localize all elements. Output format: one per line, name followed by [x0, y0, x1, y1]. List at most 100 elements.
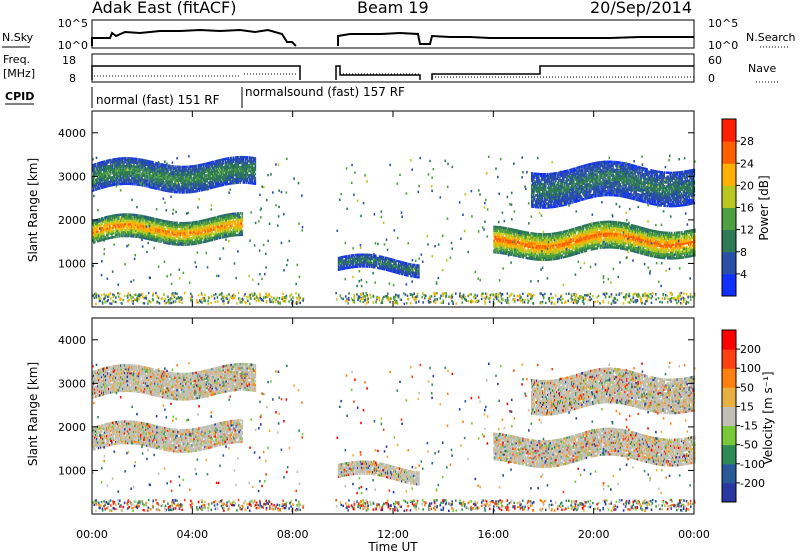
- power-cell: [220, 166, 223, 169]
- power-cell: [122, 234, 124, 238]
- power-cell: [514, 228, 517, 232]
- power-cell: [139, 168, 141, 171]
- power-cell: [159, 228, 161, 232]
- power-cell: [118, 159, 120, 162]
- power-cell: [155, 227, 157, 231]
- power-cell: [140, 236, 142, 239]
- power-cell: [174, 179, 176, 182]
- power-cell: [194, 184, 196, 187]
- power-cell: [543, 244, 546, 248]
- power-cell: [202, 188, 204, 192]
- power-cell: [148, 230, 150, 233]
- power-cell: [226, 231, 229, 234]
- power-cell: [210, 231, 212, 234]
- power-cell: [213, 236, 216, 239]
- power-cell: [130, 235, 132, 238]
- power-cell: [219, 162, 222, 166]
- power-cell: [360, 257, 363, 260]
- power-cell: [125, 219, 127, 222]
- power-cell: [140, 226, 142, 229]
- power-cell: [143, 223, 145, 226]
- power-cell: [220, 220, 223, 224]
- power-cell: [493, 231, 495, 234]
- power-cell: [189, 165, 191, 168]
- power-cell: [244, 157, 247, 161]
- power-cell: [222, 216, 225, 219]
- power-cell: [192, 223, 194, 226]
- power-cell: [146, 237, 148, 240]
- power-cell: [130, 174, 132, 178]
- power-cell: [151, 186, 153, 189]
- power-cell: [96, 232, 98, 235]
- power-cell: [214, 218, 217, 221]
- power-cell: [160, 240, 162, 244]
- power-cell: [510, 233, 512, 237]
- power-cell: [219, 234, 222, 238]
- power-cell: [122, 180, 124, 184]
- power-cell: [367, 253, 370, 257]
- power-cell: [204, 222, 206, 226]
- power-cell: [187, 243, 189, 246]
- power-cell: [186, 187, 188, 190]
- power-cell: [178, 165, 180, 169]
- power-cell: [362, 257, 365, 260]
- power-cell: [157, 228, 159, 231]
- power-cell: [127, 178, 129, 182]
- power-cell: [513, 254, 515, 257]
- power-cell: [99, 161, 101, 165]
- power-cell: [174, 181, 176, 184]
- power-cell: [233, 228, 236, 231]
- power-cell: [254, 182, 257, 186]
- power-cell: [218, 227, 221, 230]
- power-cell: [524, 244, 527, 248]
- power-cell: [367, 257, 370, 260]
- power-cell: [350, 256, 353, 259]
- power-cell: [170, 184, 172, 187]
- power-cell: [143, 172, 145, 176]
- power-cell: [383, 262, 386, 265]
- power-cell: [119, 235, 121, 238]
- power-cell: [142, 170, 144, 174]
- power-cell: [416, 266, 418, 269]
- power-cell: [126, 227, 128, 230]
- power-cell: [354, 257, 357, 261]
- power-cell: [182, 165, 184, 169]
- power-cell: [101, 186, 103, 189]
- power-cell: [241, 169, 244, 173]
- power-cell: [97, 187, 99, 191]
- power-cell: [144, 169, 146, 172]
- power-cell: [126, 164, 128, 168]
- power-cell: [504, 252, 506, 255]
- power-cell: [228, 182, 231, 185]
- power-cell: [343, 261, 346, 264]
- power-cell: [171, 176, 173, 180]
- power-cell: [208, 229, 210, 233]
- power-cell: [247, 173, 250, 177]
- power-cell: [501, 244, 503, 247]
- power-cell: [236, 165, 239, 169]
- power-cell: [151, 178, 153, 181]
- power-cell: [203, 225, 205, 228]
- power-cell: [184, 235, 186, 239]
- power-cell: [207, 185, 209, 188]
- power-cell: [166, 234, 168, 237]
- power-cell: [96, 228, 98, 232]
- power-cell: [160, 184, 162, 187]
- power-cell: [215, 220, 218, 223]
- power-cell: [231, 158, 234, 161]
- power-cell: [190, 186, 192, 190]
- power-cell: [179, 187, 181, 190]
- power-cell: [238, 233, 241, 237]
- power-cell: [505, 250, 507, 254]
- power-cell: [160, 182, 162, 185]
- power-cell: [383, 260, 386, 263]
- power-cell: [248, 177, 251, 181]
- power-cell: [512, 234, 514, 237]
- power-cell: [120, 176, 122, 180]
- power-cell: [188, 233, 190, 236]
- power-cell: [133, 235, 135, 238]
- power-cell: [391, 268, 394, 271]
- power-cell: [225, 219, 228, 223]
- power-cell: [510, 241, 512, 245]
- power-cell: [541, 252, 544, 256]
